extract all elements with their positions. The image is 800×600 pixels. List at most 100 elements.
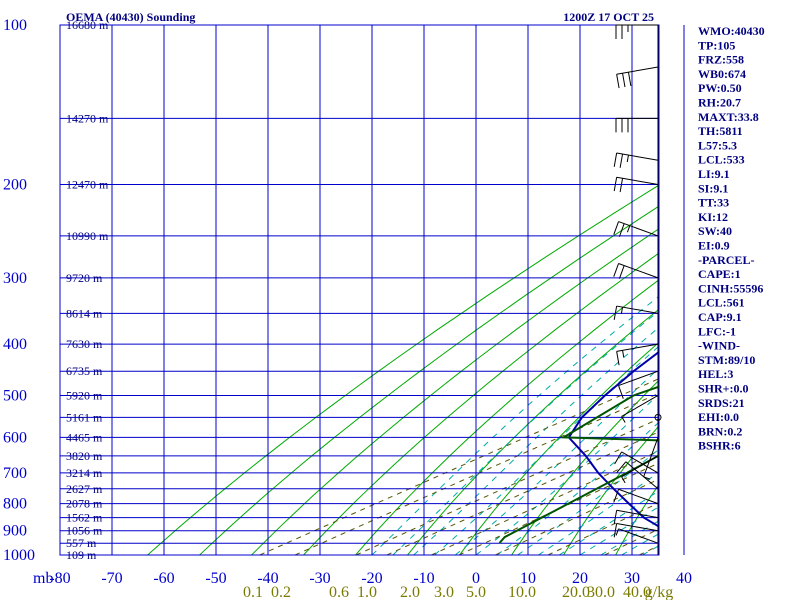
wind-barb-feather <box>618 223 625 237</box>
height-label: 12470 m <box>66 178 109 192</box>
pressure-tick-label: 600 <box>3 429 27 446</box>
pressure-tick-label: 300 <box>3 270 27 287</box>
height-label: 2627 m <box>66 482 103 496</box>
wind-barb-half-feather <box>626 154 629 163</box>
wind-barb-feather <box>616 74 620 89</box>
wind-barb <box>618 263 659 279</box>
temperature-tick-label: -60 <box>153 570 174 587</box>
index-item: EHI:0.0 <box>698 410 739 424</box>
pressure-tick-label: 400 <box>3 336 27 353</box>
moist-adiabat <box>392 310 659 555</box>
wind-barb-feather <box>627 72 632 87</box>
mixing-ratio-label: 0.6 <box>329 584 349 600</box>
wind-barb <box>616 66 659 75</box>
wind-barb-feather <box>616 351 620 366</box>
chart-title: OEMA (40430) Sounding <box>66 10 195 24</box>
index-item: TP:105 <box>698 38 735 52</box>
height-label: 1562 m <box>66 511 103 525</box>
moist-adiabat <box>579 506 659 555</box>
height-label: 4465 m <box>66 430 103 444</box>
index-item: -PARCEL- <box>698 253 754 267</box>
mixing-ratio-line <box>547 502 659 555</box>
mixing-ratio-label: 0.2 <box>271 584 291 600</box>
height-label: 1056 m <box>66 524 103 538</box>
wind-barb-feather <box>613 523 618 538</box>
pressure-tick-label: 200 <box>3 177 27 194</box>
moist-adiabat <box>475 393 659 555</box>
height-label: 14270 m <box>66 111 109 125</box>
height-label: 10990 m <box>66 229 109 243</box>
index-item: EI:0.9 <box>698 239 730 253</box>
index-item: BRN:0.2 <box>698 424 742 438</box>
wind-barb-feather <box>619 153 624 168</box>
wind-barb-feather <box>613 510 618 525</box>
pressure-unit-label: mb <box>33 570 53 587</box>
height-label: 8614 m <box>66 306 103 320</box>
wind-barb <box>616 509 659 519</box>
dry-adiabat <box>772 25 800 555</box>
mixing-ratio-label: 1.0 <box>357 584 377 600</box>
height-label: 3820 m <box>66 449 103 463</box>
wind-barb <box>616 522 659 532</box>
temperature-tick-label: 10 <box>520 570 536 587</box>
index-item: TH:5811 <box>698 124 743 138</box>
height-label: 9720 m <box>66 271 103 285</box>
wind-barb <box>618 370 659 387</box>
temperature-tick-label: -40 <box>257 570 278 587</box>
index-item: SI:9.1 <box>698 181 728 195</box>
moist-adiabat <box>558 490 659 555</box>
wind-calm-mark <box>654 413 662 421</box>
wind-barb-feather <box>619 178 624 193</box>
temperature-tick-label: -10 <box>413 570 434 587</box>
index-item: CAP:9.1 <box>698 310 742 324</box>
mixing-ratio-label: 30.0 <box>587 584 615 600</box>
index-item: LCL:561 <box>698 296 745 310</box>
index-item: CINH:55596 <box>698 281 763 295</box>
moist-adiabat <box>600 520 659 555</box>
temperature-tick-label: -70 <box>101 570 122 587</box>
wind-barb <box>643 437 659 478</box>
wind-barb <box>621 395 659 417</box>
sounding-time: 1200Z 17 OCT 25 <box>563 10 654 24</box>
wind-barb-half-feather <box>621 476 626 484</box>
temperature-tick-label: -80 <box>49 570 70 587</box>
index-item: TT:33 <box>698 196 729 210</box>
wind-barb <box>616 343 659 352</box>
index-item: LFC:-1 <box>698 324 736 338</box>
index-item: LI:9.1 <box>698 167 730 181</box>
indices-panel: WMO:40430TP:105FRZ:558WB0:674PW:0.50RH:2… <box>698 24 765 453</box>
height-label: 7630 m <box>66 337 103 351</box>
pressure-tick-label: 1000 <box>3 547 35 564</box>
wind-barb-feather <box>613 305 618 320</box>
wind-barb-feather <box>613 152 618 167</box>
index-item: PW:0.50 <box>698 81 742 95</box>
index-item: LCL:533 <box>698 153 745 167</box>
wind-barb-feather <box>616 461 627 473</box>
grid-layer <box>59 24 685 556</box>
moist-adiabat <box>434 345 659 555</box>
moist-adiabat <box>454 367 659 555</box>
wind-barb-feather <box>614 451 623 465</box>
wind-barb-feather <box>618 265 625 279</box>
wind-barb-half-feather <box>626 225 631 233</box>
pressure-tick-label: 500 <box>3 387 27 404</box>
wind-barb-feather <box>613 263 620 277</box>
temperature-tick-label: 20 <box>572 570 588 587</box>
wind-barb <box>616 305 659 314</box>
mixing-ratio-label: 20.0 <box>562 584 590 600</box>
dry-adiabat <box>563 425 659 555</box>
wind-barb-half-feather <box>620 307 624 315</box>
index-item: L57:5.3 <box>698 138 737 152</box>
height-label: 5920 m <box>66 388 103 402</box>
index-item: KI:12 <box>698 210 728 224</box>
mixing-ratio-label: 0.1 <box>243 584 263 600</box>
wind-barb <box>618 488 659 505</box>
pressure-tick-label: 800 <box>3 496 27 513</box>
temperature-tick-label: -20 <box>361 570 382 587</box>
wind-barb-feather <box>613 221 620 235</box>
mixing-ratio-label: 3.0 <box>434 584 454 600</box>
parcel-trace <box>567 350 659 528</box>
temperature-tick-label: 30 <box>624 570 640 587</box>
pressure-tick-label: 900 <box>3 523 27 540</box>
